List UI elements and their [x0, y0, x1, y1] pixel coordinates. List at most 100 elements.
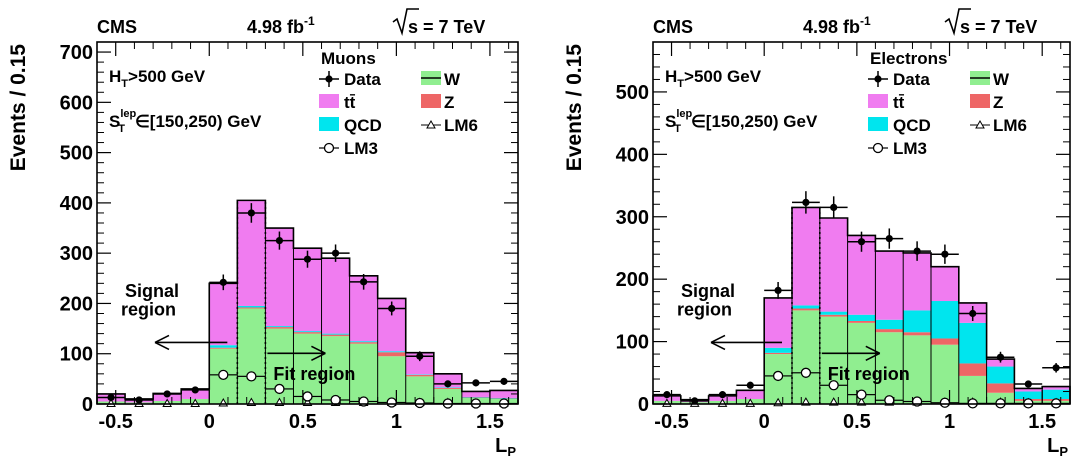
- lm3-point: [302, 391, 313, 402]
- fit-region-label: Fit region: [273, 364, 355, 384]
- legend-lm6-label: LM6: [444, 116, 478, 135]
- experiment-label: CMS: [97, 17, 137, 37]
- lm3-point: [246, 371, 257, 382]
- data-point: [331, 249, 340, 257]
- data-point: [774, 286, 782, 295]
- bar: [265, 326, 294, 328]
- xtick-label: 1: [944, 411, 955, 433]
- bar: [405, 374, 434, 377]
- data-point: [691, 397, 699, 405]
- fit-region-label: Fit region: [828, 364, 910, 384]
- signal-region-label-2: region: [121, 299, 176, 319]
- fit-arrow-head: [311, 345, 326, 362]
- ytick-label: 0: [82, 394, 93, 416]
- bar: [377, 352, 406, 357]
- bar: [237, 305, 266, 308]
- legend-qcd-label: QCD: [893, 116, 931, 135]
- bar: [349, 341, 378, 343]
- bar: [209, 345, 238, 348]
- xtick-label: -0.5: [654, 411, 688, 433]
- legend-ttbar-swatch: [868, 94, 888, 108]
- fit-arrow-head: [865, 345, 881, 362]
- ytick-label: 200: [616, 269, 649, 291]
- data-point: [275, 236, 284, 245]
- st-symbol-sub: T: [118, 123, 125, 135]
- legend: Muons Data tt̄ QCD LM3 WZ LM6: [319, 49, 478, 158]
- lm3-point: [939, 397, 951, 408]
- sqrt-icon: [392, 8, 419, 36]
- bar: [349, 343, 378, 404]
- legend-z-label: Z: [444, 93, 454, 112]
- bar: [405, 352, 434, 375]
- bar: [819, 316, 848, 404]
- lumi-unit-exp: -1: [860, 14, 871, 28]
- data-point: [857, 238, 866, 246]
- series-0: [97, 308, 518, 404]
- bar: [1042, 386, 1070, 390]
- legend-lm6-marker: [975, 119, 985, 129]
- bar: [377, 356, 406, 404]
- data-point: [303, 255, 312, 263]
- bar: [819, 218, 848, 312]
- legend-data-marker: [325, 75, 333, 83]
- lumi-label: 4.98 fb-1: [247, 14, 315, 37]
- series-3: [653, 207, 1070, 403]
- lumi-value: 4.98 fb: [247, 17, 304, 37]
- bar: [875, 251, 904, 320]
- legend-w-label: W: [444, 70, 461, 89]
- lumi-label: 4.98 fb-1: [803, 14, 871, 37]
- bar: [405, 374, 434, 375]
- bar: [489, 390, 518, 398]
- bar: [1042, 389, 1070, 400]
- bar: [209, 283, 238, 346]
- signal-region-label: Signal: [125, 281, 179, 301]
- data-point: [247, 209, 255, 217]
- xtick-label: 1.5: [1028, 411, 1056, 433]
- lm3-point: [800, 367, 812, 378]
- bar: [1014, 391, 1043, 400]
- bar: [792, 305, 820, 309]
- ytick-label: 400: [616, 144, 649, 166]
- xtick-label: 0.5: [843, 411, 871, 433]
- legend-lm6-label: LM6: [993, 116, 1027, 135]
- data-point: [1052, 364, 1060, 372]
- x-axis-label: LP: [1047, 435, 1068, 459]
- legend-z-swatch: [970, 94, 990, 108]
- legend-lm6-marker: [426, 119, 436, 129]
- bar: [986, 383, 1015, 393]
- bar: [377, 351, 406, 353]
- data-point: [802, 198, 810, 207]
- ht-symbol: H: [109, 67, 121, 86]
- legend-ttbar-label: tt̄: [893, 93, 905, 112]
- y-axis-label: Events / 0.15: [7, 44, 30, 172]
- bar: [875, 329, 904, 333]
- ht-cut: HT>500 GeV: [665, 67, 762, 90]
- legend-lm3-marker: [872, 142, 884, 154]
- data-point: [444, 380, 452, 388]
- bar: [792, 308, 820, 311]
- bar: [764, 347, 792, 353]
- data-point: [718, 391, 727, 399]
- bar: [903, 335, 931, 404]
- bar: [819, 314, 848, 317]
- st-symbol-sup: lep: [676, 108, 692, 120]
- bar: [958, 322, 987, 364]
- bar: [209, 347, 238, 349]
- x-axis-label: LP: [495, 435, 516, 459]
- lm3-point: [274, 383, 285, 395]
- data-point: [941, 250, 949, 258]
- ytick-label: 700: [60, 42, 93, 64]
- bar: [764, 297, 792, 348]
- bar: [181, 388, 210, 399]
- signal-arrow-head: [154, 334, 170, 351]
- data-point: [663, 391, 671, 399]
- legend-title: Muons: [321, 49, 376, 68]
- legend-lm3-marker: [323, 142, 335, 154]
- data-point: [416, 352, 424, 360]
- lm3-point: [386, 397, 397, 408]
- bar: [321, 334, 350, 337]
- st-symbol-sub: T: [674, 123, 681, 135]
